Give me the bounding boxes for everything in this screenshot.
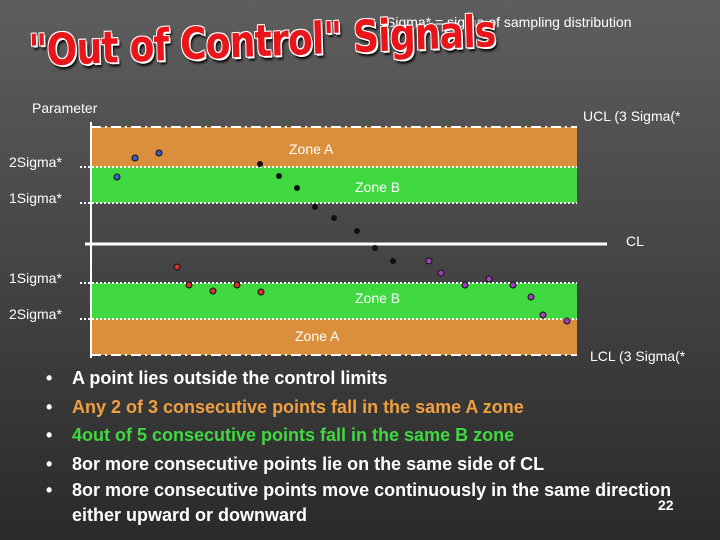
rule-item: • 8or more consecutive points lie on the…: [40, 450, 680, 479]
point-red-1: [173, 263, 181, 271]
point-trend-1: [257, 161, 263, 167]
point-purple-8: [563, 317, 571, 325]
point-red-5: [257, 288, 265, 296]
point-trend-6: [354, 228, 360, 234]
bullet-icon: •: [46, 368, 53, 388]
point-purple-3: [461, 281, 469, 289]
lower-1sigma-label: 1Sigma*: [9, 270, 62, 286]
lower-zone-b-band: [91, 283, 577, 319]
point-blue-1: [113, 173, 121, 181]
point-purple-4: [485, 275, 493, 283]
rule-item: • A point lies outside the control limit…: [40, 364, 680, 393]
cl-label: CL: [626, 233, 644, 249]
subtitle: Sigma* = sigma of sampling distribution: [386, 14, 632, 30]
point-trend-4: [312, 204, 318, 210]
page-number: 22: [658, 497, 674, 513]
parameter-label: Parameter: [32, 100, 98, 116]
point-purple-6: [527, 293, 535, 301]
rule-item: • 4out of 5 consecutive points fall in t…: [40, 421, 680, 450]
upper-zone-a-label: Zone A: [283, 139, 340, 159]
point-trend-7: [372, 245, 378, 251]
bullet-icon: •: [46, 425, 53, 445]
point-red-4: [233, 281, 241, 289]
rule-text: 4out of 5 consecutive points fall in the…: [72, 425, 515, 445]
bullet-icon: •: [46, 453, 53, 474]
bullet-icon: •: [46, 480, 53, 500]
upper-2sigma-label: 2Sigma*: [9, 154, 62, 170]
point-purple-5: [509, 281, 517, 289]
lower-zone-b-label: Zone B: [349, 288, 407, 308]
upper-1sigma-label: 1Sigma*: [9, 190, 62, 206]
lower-2sigma-label: 2Sigma*: [9, 306, 62, 322]
ucl-label: UCL (3 Sigma(*: [583, 108, 681, 124]
rule-text: 8or more consecutive points move continu…: [72, 480, 672, 525]
point-red-3: [209, 287, 217, 295]
point-purple-1: [425, 257, 433, 265]
lower-zone-a-label: Zone A: [289, 326, 346, 346]
point-blue-2: [131, 154, 139, 162]
bullet-icon: •: [46, 396, 53, 417]
point-trend-2: [276, 173, 282, 179]
rules-list: • A point lies outside the control limit…: [40, 364, 680, 528]
rule-text: 8or more consecutive points lie on the s…: [72, 453, 545, 474]
point-purple-2: [437, 269, 445, 277]
point-blue-3: [155, 149, 163, 157]
point-trend-5: [331, 215, 337, 221]
upper-zone-b-band: [91, 167, 577, 203]
lcl-label: LCL (3 Sigma(*: [590, 348, 686, 364]
rule-text: Any 2 of 3 consecutive points fall in th…: [72, 396, 524, 417]
point-red-2: [185, 281, 193, 289]
point-trend-8: [390, 258, 396, 264]
rule-item: • Any 2 of 3 consecutive points fall in …: [40, 393, 680, 422]
upper-zone-b-label: Zone B: [349, 177, 407, 197]
point-purple-7: [539, 311, 547, 319]
rule-text: A point lies outside the control limits: [72, 368, 388, 388]
rule-item: • 8or more consecutive points move conti…: [40, 478, 680, 528]
point-trend-3: [294, 185, 300, 191]
